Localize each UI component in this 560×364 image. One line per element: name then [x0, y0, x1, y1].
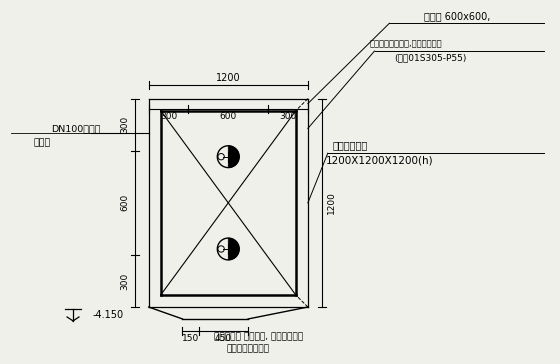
Text: 600: 600: [220, 112, 237, 121]
Wedge shape: [228, 238, 239, 260]
Text: 下沉式集水坑: 下沉式集水坑: [333, 140, 368, 150]
Text: 检修孔 600x600,: 检修孔 600x600,: [424, 11, 491, 21]
Text: 300: 300: [160, 112, 177, 121]
Text: 安装成品锤锂盖板,可不加密封条: 安装成品锤锂盖板,可不加密封条: [370, 40, 442, 48]
Text: 150: 150: [182, 334, 199, 343]
Text: 300: 300: [120, 116, 129, 133]
Text: 600: 600: [120, 194, 129, 211]
Text: 1200X1200X1200(h): 1200X1200X1200(h): [326, 155, 433, 165]
Text: 高峰时可同时使用: 高峰时可同时使用: [227, 344, 270, 353]
Wedge shape: [228, 146, 239, 167]
Text: DN100钉女管: DN100钉女管: [51, 124, 101, 133]
Text: 各二只: 各二只: [33, 139, 50, 148]
Text: 1200: 1200: [216, 73, 241, 83]
Text: -4.150: -4.150: [93, 310, 124, 320]
Text: 1200: 1200: [327, 191, 336, 214]
Text: 300: 300: [120, 272, 129, 290]
Text: (参覀01S305-P55): (参覀01S305-P55): [394, 54, 467, 63]
Text: 450: 450: [215, 334, 232, 343]
Text: 300: 300: [279, 112, 297, 121]
Text: 水内潜水泵 一用一备, 水位自动控制: 水内潜水泵 一用一备, 水位自动控制: [213, 332, 302, 341]
